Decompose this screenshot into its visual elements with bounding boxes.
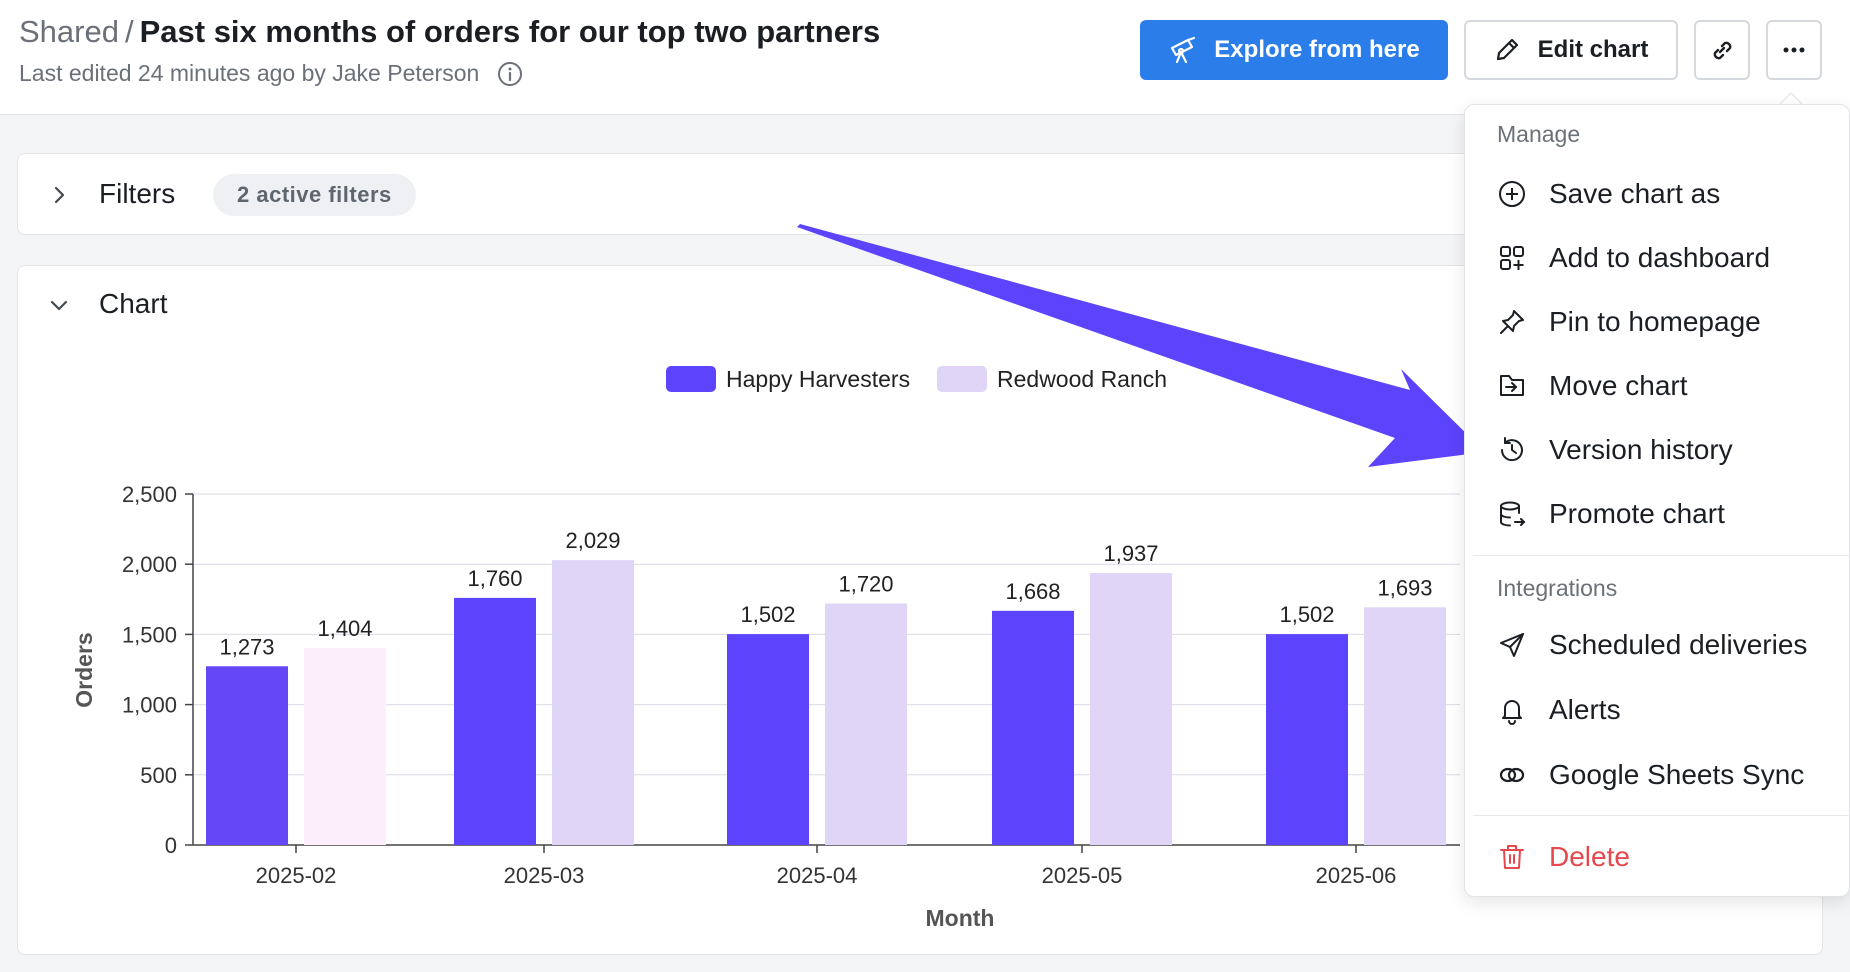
manage-section-title: Manage	[1497, 121, 1581, 147]
menu-item-delete[interactable]: Delete	[1497, 831, 1837, 883]
menu-item-label: Add to dashboard	[1549, 242, 1771, 273]
sync-link-icon	[1499, 767, 1525, 783]
bar-value-label: 1,693	[1377, 575, 1432, 600]
y-tick-label: 2,500	[122, 482, 177, 507]
x-tick-label: 2025-04	[777, 863, 858, 888]
breadcrumb-separator: /	[124, 14, 134, 49]
x-tick-label: 2025-02	[256, 863, 337, 888]
y-tick-label: 2,000	[122, 552, 177, 577]
menu-item-promote-chart[interactable]: Promote chart	[1497, 488, 1837, 540]
info-icon[interactable]	[497, 61, 523, 87]
menu-item-label: Pin to homepage	[1549, 306, 1761, 337]
menu-item-label: Scheduled deliveries	[1549, 629, 1808, 660]
menu-item-label: Alerts	[1549, 694, 1621, 725]
y-tick-label: 1,500	[122, 622, 177, 647]
pencil-icon	[1496, 38, 1518, 61]
last-edited-text: Last edited 24 minutes ago by Jake Peter…	[19, 60, 480, 86]
legend-swatch	[937, 366, 987, 392]
menu-item-version-history[interactable]: Version history	[1497, 424, 1837, 476]
menu-item-save-chart-as[interactable]: Save chart as	[1497, 168, 1837, 220]
menu-item-move-chart[interactable]: Move chart	[1497, 360, 1837, 412]
folder-move-icon	[1500, 375, 1524, 396]
chevron-right-icon[interactable]	[48, 184, 70, 206]
page-title: Past six months of orders for our top tw…	[139, 14, 881, 49]
bar	[206, 666, 288, 845]
database-promote-icon	[1500, 501, 1526, 527]
explore-from-here-button[interactable]: Explore from here	[1140, 20, 1448, 80]
bar-value-label: 1,760	[467, 566, 522, 591]
menu-item-label: Promote chart	[1549, 498, 1725, 529]
last-edited-line: Last edited 24 minutes ago by Jake Peter…	[19, 60, 523, 87]
explore-button-label: Explore from here	[1214, 36, 1420, 63]
bar	[454, 597, 536, 845]
telescope-icon	[1171, 36, 1196, 64]
bar	[992, 610, 1074, 845]
copy-link-button[interactable]	[1694, 20, 1750, 80]
x-axis-title: Month	[926, 905, 995, 931]
menu-item-label: Move chart	[1549, 370, 1688, 401]
menu-item-pin-to-homepage[interactable]: Pin to homepage	[1497, 296, 1837, 348]
bar-value-label: 1,273	[219, 634, 274, 659]
y-tick-label: 0	[165, 833, 177, 858]
edit-chart-button[interactable]: Edit chart	[1464, 20, 1678, 80]
edit-button-label: Edit chart	[1537, 36, 1649, 63]
link-icon	[1713, 41, 1732, 60]
y-tick-label: 500	[140, 763, 177, 788]
x-tick-label: 2025-06	[1316, 863, 1397, 888]
breadcrumb: Shared / Past six months of orders for our…	[19, 14, 880, 50]
bar-value-label: 1,720	[838, 572, 893, 597]
bar	[1266, 634, 1348, 845]
menu-divider	[1473, 555, 1850, 556]
menu-item-label: Google Sheets Sync	[1549, 759, 1805, 790]
y-axis-title: Orders	[71, 632, 97, 707]
bar	[1364, 607, 1446, 845]
bar-value-label: 1,668	[1005, 579, 1060, 604]
active-filters-badge[interactable]: 2 active filters	[213, 174, 416, 216]
menu-item-label: Delete	[1549, 841, 1630, 872]
menu-item-google-sheets-sync[interactable]: Google Sheets Sync	[1497, 749, 1837, 801]
bar	[727, 634, 809, 845]
plus-circle-icon	[1499, 181, 1525, 207]
menu-item-scheduled-deliveries[interactable]: Scheduled deliveries	[1497, 619, 1837, 671]
bell-icon	[1502, 700, 1522, 725]
bar	[304, 647, 386, 845]
legend-label: Happy Harvesters	[726, 366, 910, 392]
page-header: Shared / Past six months of orders for our…	[0, 0, 1850, 115]
bar-value-label: 1,502	[740, 602, 795, 627]
integrations-section-title: Integrations	[1497, 575, 1618, 601]
legend-label: Redwood Ranch	[997, 366, 1167, 392]
bar-value-label: 1,502	[1279, 602, 1334, 627]
menu-item-alerts[interactable]: Alerts	[1497, 684, 1837, 736]
breadcrumb-shared[interactable]: Shared	[19, 14, 119, 49]
send-icon	[1500, 633, 1524, 657]
bar	[1090, 573, 1172, 845]
chart-section-label[interactable]: Chart	[99, 288, 168, 319]
bar	[552, 560, 634, 845]
bar-value-label: 1,937	[1103, 541, 1158, 566]
pin-icon	[1500, 310, 1524, 334]
bar	[825, 603, 907, 845]
x-tick-label: 2025-03	[504, 863, 585, 888]
y-tick-label: 1,000	[122, 693, 177, 718]
menu-item-label: Save chart as	[1549, 178, 1721, 209]
more-options-menu: Manage Save chart as Add to dashboard Pi…	[1464, 104, 1850, 897]
chevron-down-icon[interactable]	[48, 294, 70, 316]
menu-divider	[1473, 815, 1850, 816]
dashboard-add-icon	[1500, 246, 1524, 270]
trash-icon	[1500, 845, 1524, 869]
bar-value-label: 1,404	[317, 616, 372, 641]
menu-item-label: Version history	[1549, 434, 1733, 465]
bar-value-label: 2,029	[565, 528, 620, 553]
legend-swatch	[666, 366, 716, 392]
more-dots-icon	[1783, 47, 1805, 53]
filters-label[interactable]: Filters	[99, 178, 176, 209]
more-options-button[interactable]	[1766, 20, 1822, 80]
x-tick-label: 2025-05	[1042, 863, 1123, 888]
history-icon	[1500, 437, 1523, 462]
menu-item-add-to-dashboard[interactable]: Add to dashboard	[1497, 232, 1837, 284]
